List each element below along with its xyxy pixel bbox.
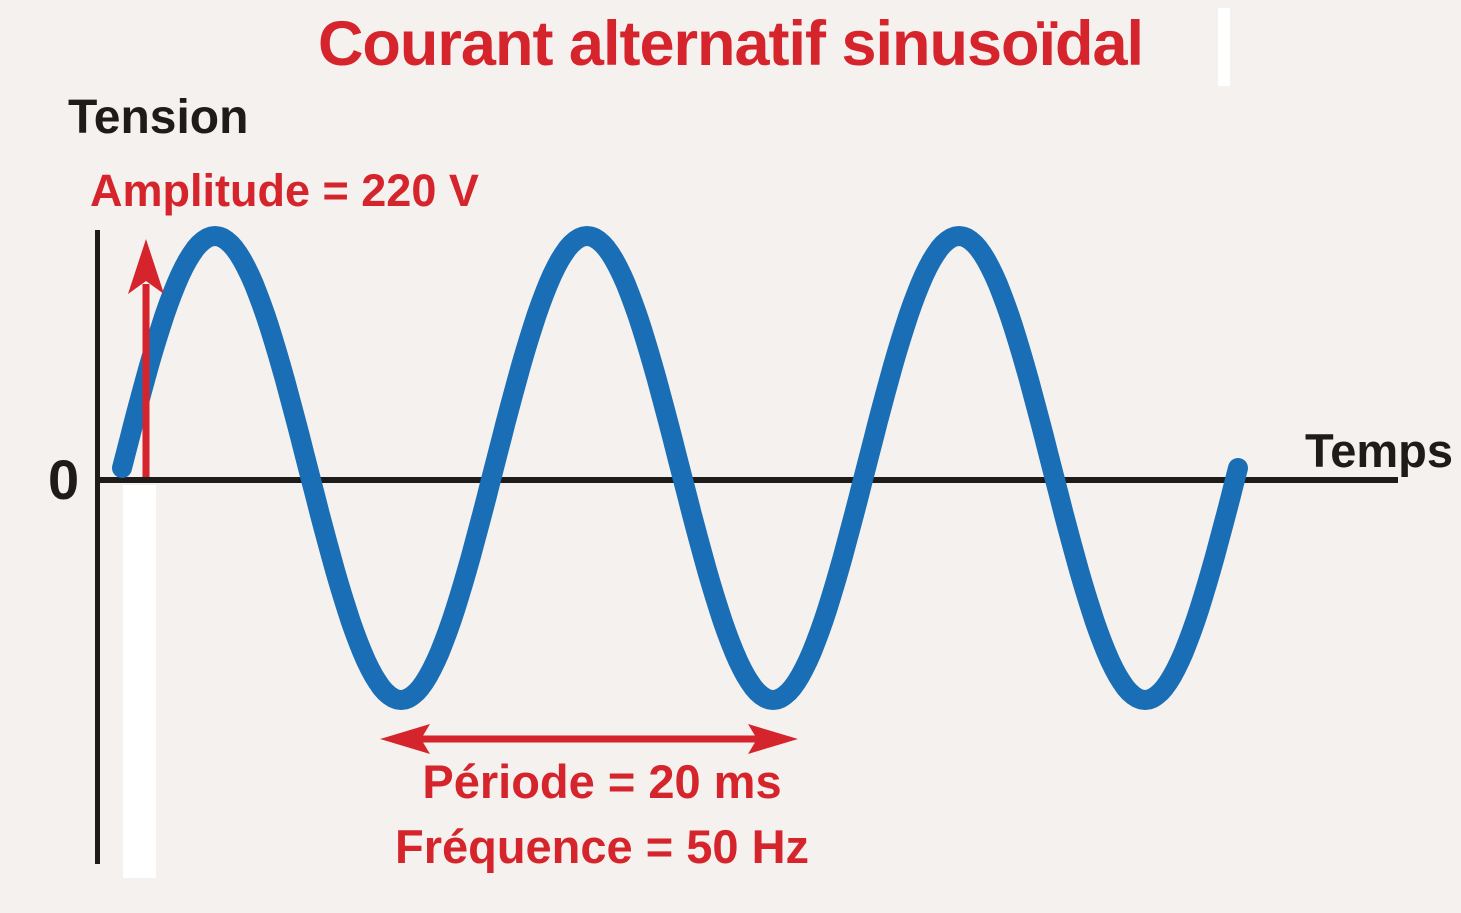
frequency-label: Fréquence = 50 Hz — [394, 820, 810, 873]
x-axis-line — [95, 477, 1398, 483]
figure-title: Courant alternatif sinusoïdal — [317, 9, 1144, 79]
x-axis-label: Temps — [1305, 424, 1453, 477]
y-axis-line — [95, 230, 100, 864]
period-arrow-left-head-icon — [380, 724, 430, 754]
period-arrow — [380, 724, 798, 754]
y-axis-label: Tension — [68, 91, 249, 144]
white-stripe-top-right — [1218, 8, 1230, 86]
period-label: Période = 20 ms — [422, 755, 782, 808]
period-arrow-right-head-icon — [748, 724, 798, 754]
origin-label: 0 — [48, 448, 80, 511]
sine-wave-path — [112, 226, 1248, 710]
amplitude-arrow-head-icon — [128, 239, 164, 294]
amplitude-arrow — [128, 239, 164, 477]
white-stripe-left — [123, 485, 156, 878]
amplitude-label: Amplitude = 220 V — [90, 165, 479, 216]
